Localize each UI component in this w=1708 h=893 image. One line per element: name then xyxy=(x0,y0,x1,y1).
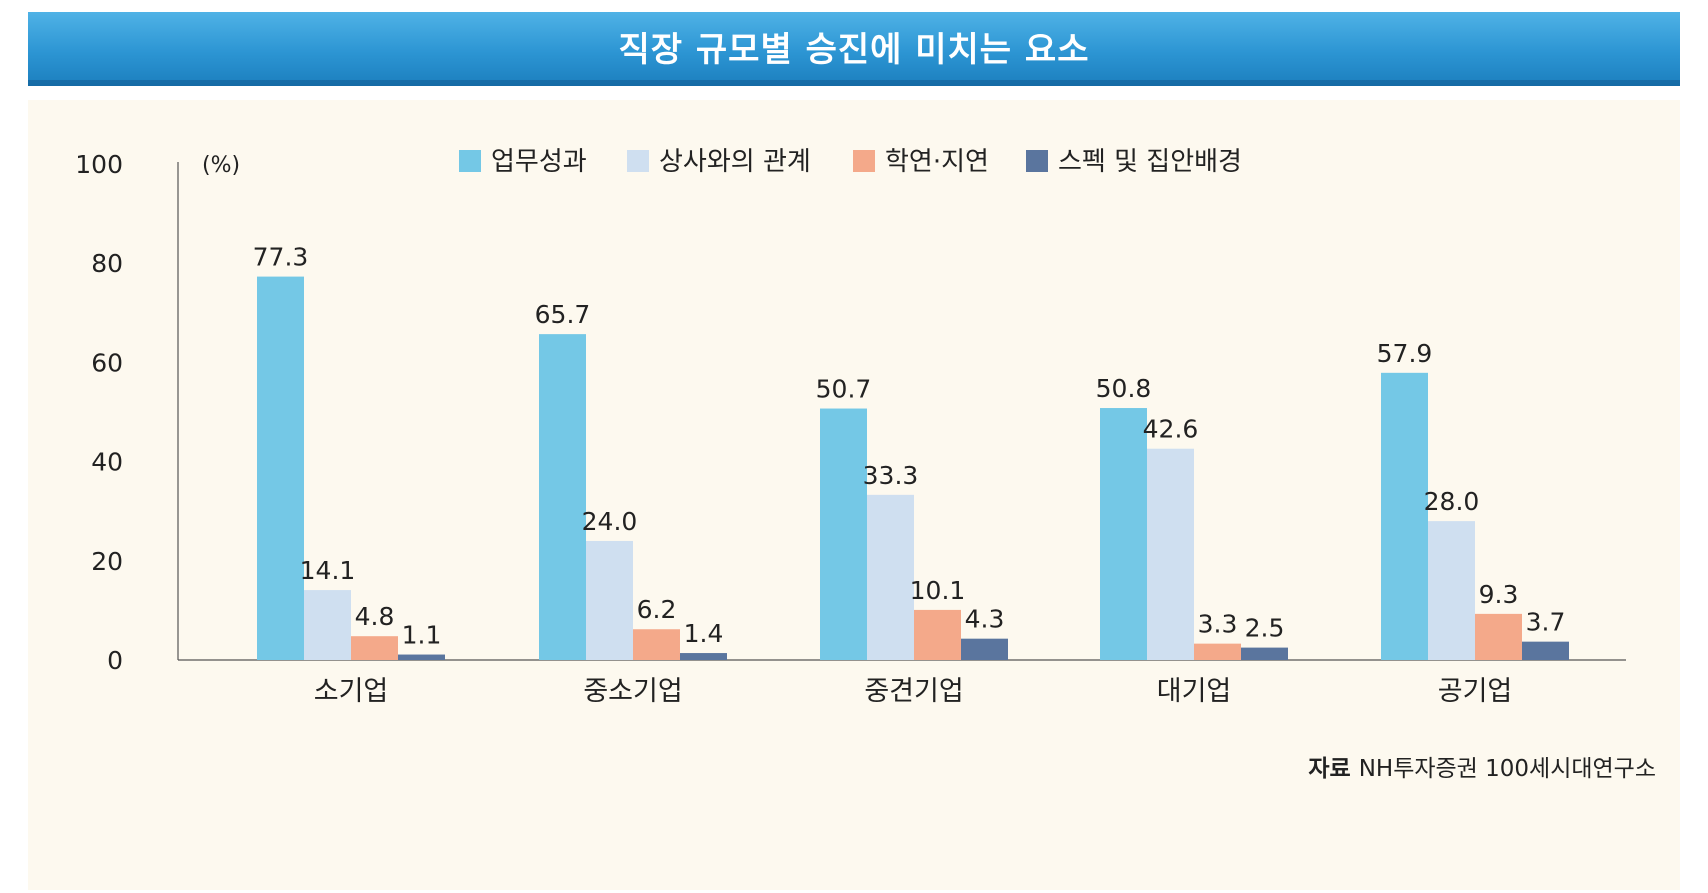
legend-label: 업무성과 xyxy=(491,147,587,177)
y-tick-label: 80 xyxy=(91,249,123,278)
source-text: NH투자증권 100세시대연구소 xyxy=(1359,756,1656,782)
bar xyxy=(1241,647,1288,660)
legend-label: 스펙 및 집안배경 xyxy=(1058,147,1242,177)
y-tick-label: 100 xyxy=(75,150,123,179)
title-bar: 직장 규모별 승진에 미치는 요소 xyxy=(28,12,1680,86)
data-label: 33.3 xyxy=(863,461,919,490)
legend-label: 상사와의 관계 xyxy=(659,147,811,177)
data-label: 77.3 xyxy=(253,243,309,272)
y-tick-label: 0 xyxy=(107,646,123,675)
bar xyxy=(1381,372,1428,660)
data-label: 65.7 xyxy=(535,300,591,329)
bar xyxy=(1100,408,1147,660)
x-tick-label: 소기업 xyxy=(314,676,389,707)
x-tick-label: 대기업 xyxy=(1157,676,1232,707)
bar xyxy=(914,609,961,660)
data-label: 3.3 xyxy=(1198,610,1238,639)
data-label: 3.7 xyxy=(1526,608,1566,637)
legend-label: 학연·지연 xyxy=(885,147,989,177)
x-tick-label: 중견기업 xyxy=(864,676,963,707)
bar xyxy=(586,540,633,660)
data-label: 57.9 xyxy=(1377,339,1433,368)
bar xyxy=(680,653,727,660)
legend-swatch xyxy=(627,150,649,172)
data-label: 1.1 xyxy=(402,621,442,650)
legend-swatch xyxy=(459,150,481,172)
data-label: 24.0 xyxy=(582,507,638,536)
bar xyxy=(1147,448,1194,660)
bar xyxy=(304,590,351,660)
y-tick-label: 60 xyxy=(91,348,123,377)
data-label: 2.5 xyxy=(1245,614,1285,643)
data-label: 50.8 xyxy=(1096,374,1152,403)
data-label: 14.1 xyxy=(300,556,356,585)
bar xyxy=(257,276,304,660)
source-label: 자료 xyxy=(1308,756,1350,782)
data-label: 4.3 xyxy=(965,605,1005,634)
y-tick-label: 20 xyxy=(91,547,123,576)
y-tick-label: 40 xyxy=(91,448,123,477)
bar xyxy=(867,494,914,660)
bar xyxy=(1194,643,1241,660)
data-label: 9.3 xyxy=(1479,580,1519,609)
bar-chart: 0 20 40 60 80 100 (%) 77.3 14.1 4.81.1 소기업 65.7 24.0… xyxy=(75,147,1656,782)
x-tick-label: 중소기업 xyxy=(583,676,682,707)
bar xyxy=(398,654,445,660)
y-unit-label: (%) xyxy=(202,153,240,178)
legend-swatch xyxy=(853,150,875,172)
bar xyxy=(961,638,1008,660)
legend-swatch xyxy=(1026,150,1048,172)
data-label: 4.8 xyxy=(355,602,395,631)
data-label: 6.2 xyxy=(637,595,677,624)
bar xyxy=(351,636,398,660)
bar xyxy=(820,408,867,660)
bar xyxy=(1522,641,1569,660)
chart-panel: 0 20 40 60 80 100 (%) 77.3 14.1 4.8 1.1 소기업 65.7 24.0… xyxy=(28,100,1680,890)
x-tick-label: 공기업 xyxy=(1438,676,1513,707)
bar xyxy=(633,629,680,660)
data-label: 10.1 xyxy=(910,576,966,605)
bar xyxy=(539,334,586,660)
bar xyxy=(1428,521,1475,660)
data-label: 1.4 xyxy=(684,619,724,648)
chart-title: 직장 규모별 승진에 미치는 요소 xyxy=(618,29,1090,70)
data-label: 50.7 xyxy=(816,375,872,404)
bar xyxy=(1475,613,1522,660)
data-label: 42.6 xyxy=(1143,415,1199,444)
data-label: 28.0 xyxy=(1424,487,1480,516)
